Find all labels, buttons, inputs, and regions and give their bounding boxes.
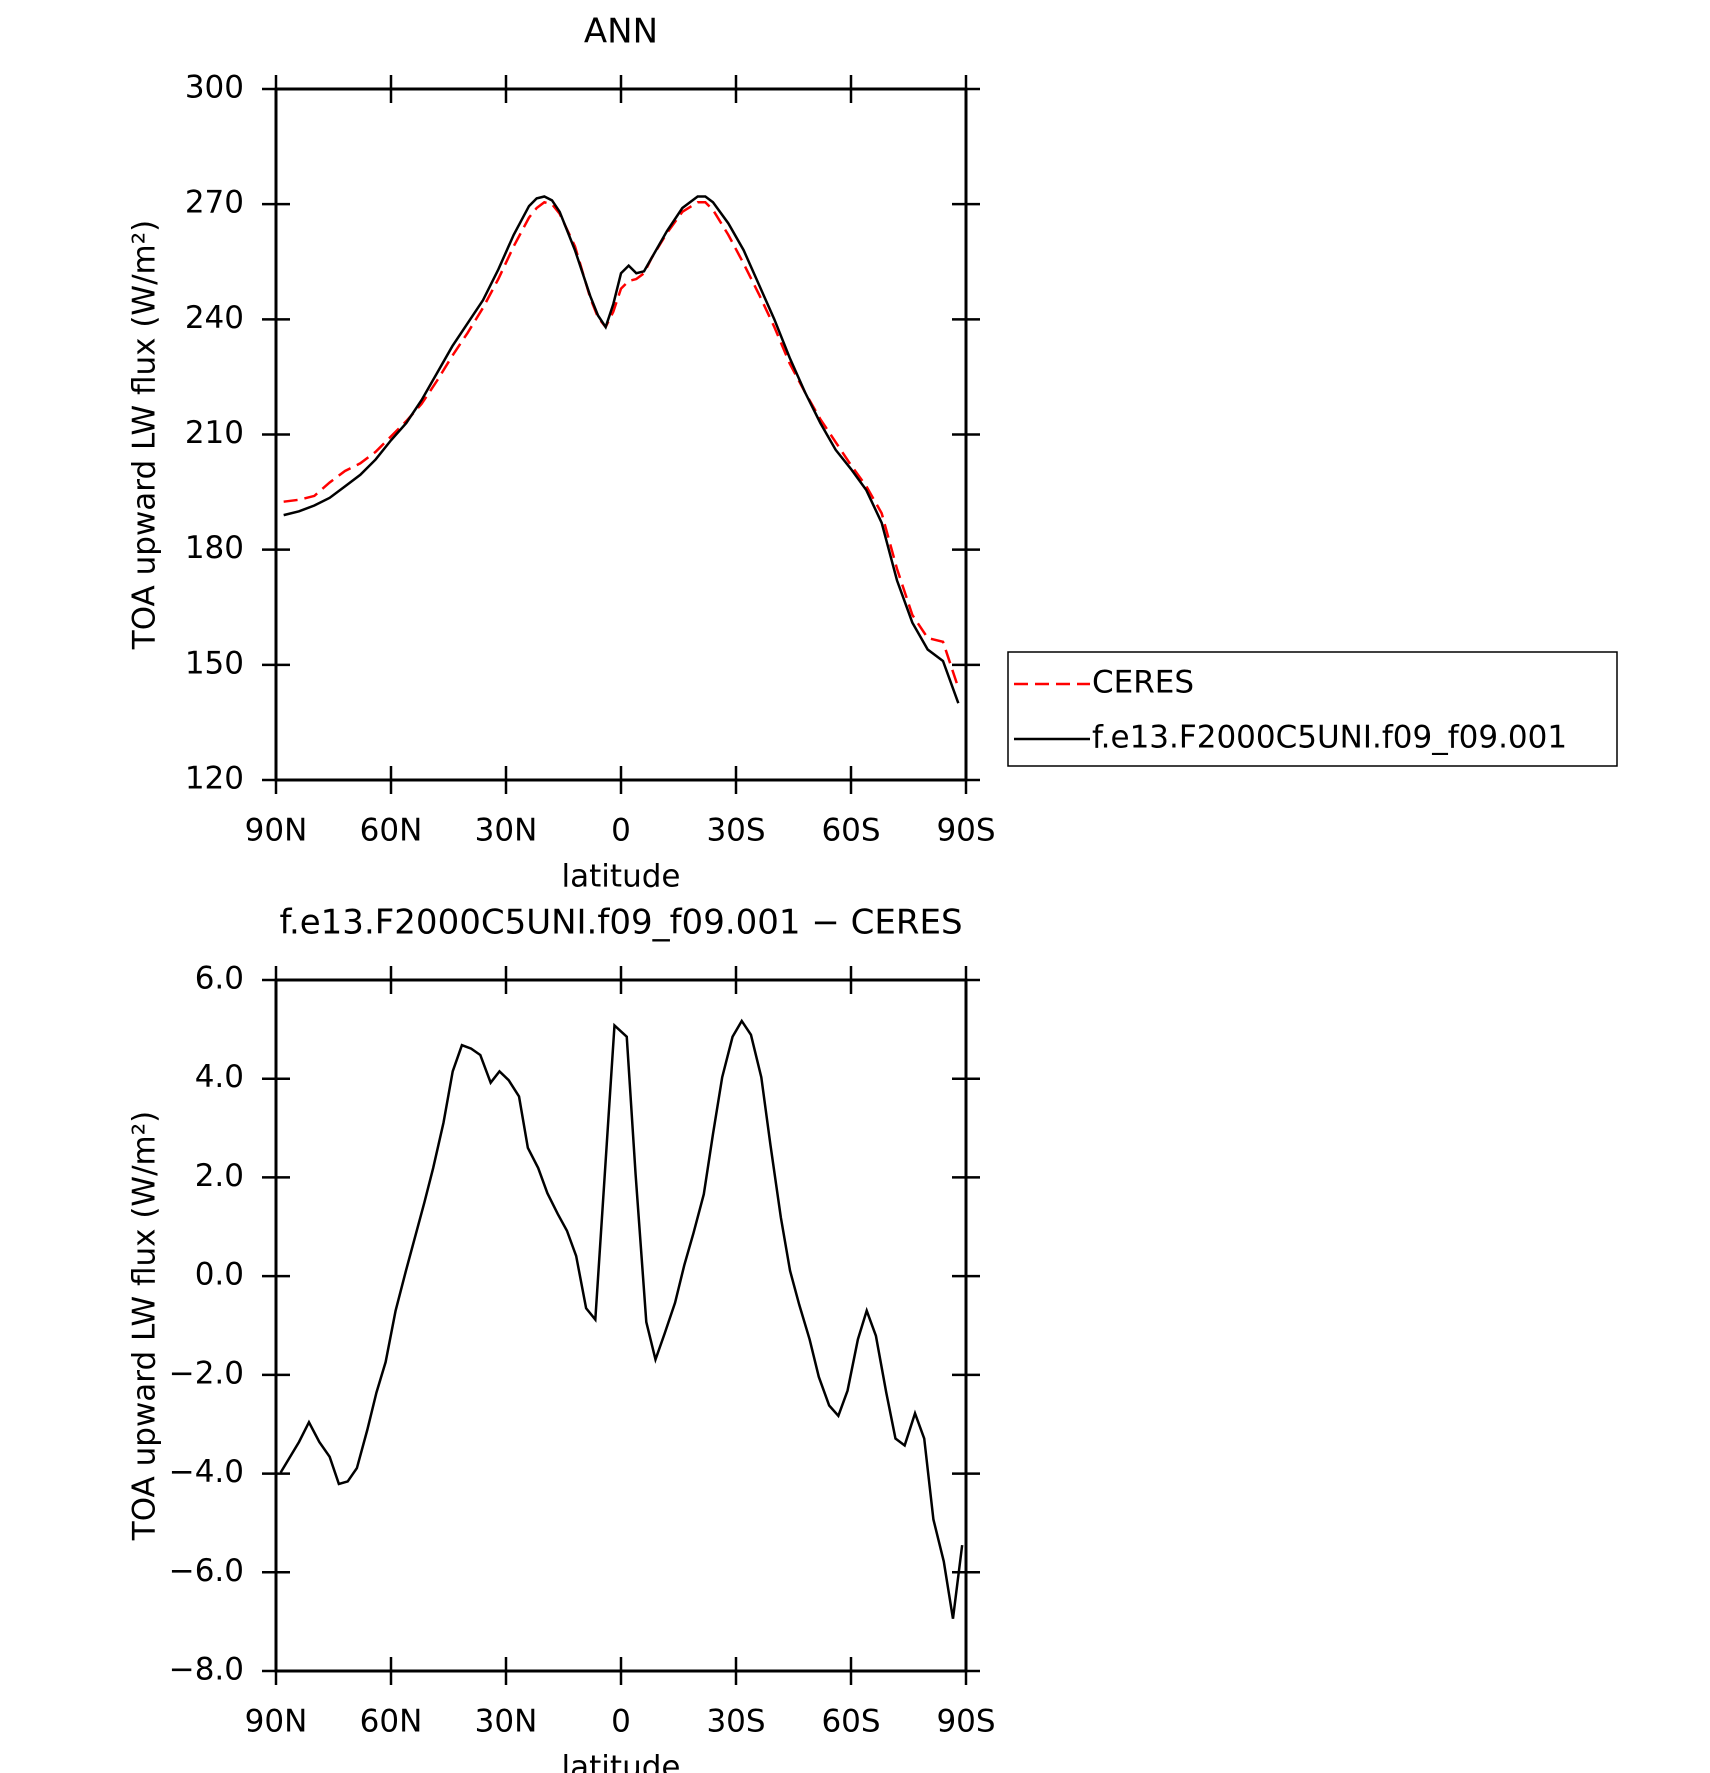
x-tick-label: 30S xyxy=(706,1704,765,1740)
x-tick-label: 30N xyxy=(475,813,538,849)
x-tick-label: 90N xyxy=(245,813,308,849)
y-tick-label: 0.0 xyxy=(195,1257,244,1293)
y-tick-label: 240 xyxy=(185,300,244,336)
x-tick-label: 60N xyxy=(360,813,423,849)
data-line xyxy=(283,195,960,704)
x-tick-label: 60S xyxy=(821,813,880,849)
y-tick-label: 2.0 xyxy=(195,1158,244,1194)
x-tick-label: 90S xyxy=(936,1704,995,1740)
data-line xyxy=(279,1018,964,1619)
y-tick-label: 150 xyxy=(185,645,244,681)
y-tick-label: −6.0 xyxy=(169,1553,244,1589)
y-axis-label: TOA upward LW flux (W/m²) xyxy=(127,220,163,650)
x-axis-label: latitude xyxy=(562,1750,681,1773)
x-tick-label: 0 xyxy=(611,813,631,849)
y-tick-label: 300 xyxy=(185,70,244,106)
x-tick-label: 30S xyxy=(706,813,765,849)
legend-box xyxy=(1007,651,1618,767)
y-tick-label: 180 xyxy=(185,530,244,566)
x-tick-label: 90N xyxy=(245,1704,308,1740)
y-tick-label: 270 xyxy=(185,185,244,221)
y-tick-label: 6.0 xyxy=(195,961,244,997)
y-tick-label: 210 xyxy=(185,415,244,451)
plot-frame xyxy=(274,87,968,782)
y-axis-label: TOA upward LW flux (W/m²) xyxy=(127,1111,163,1541)
legend-label: CERES xyxy=(1092,665,1194,701)
legend-label: f.e13.F2000C5UNI.f09_f09.001 xyxy=(1092,720,1567,756)
y-tick-label: −2.0 xyxy=(169,1355,244,1391)
y-tick-label: 4.0 xyxy=(195,1059,244,1095)
x-axis-label: latitude xyxy=(562,859,681,895)
x-tick-label: 0 xyxy=(611,1704,631,1740)
x-tick-label: 90S xyxy=(936,813,995,849)
y-tick-label: −4.0 xyxy=(169,1454,244,1490)
y-tick-label: −8.0 xyxy=(169,1652,244,1688)
chart-title: f.e13.F2000C5UNI.f09_f09.001 − CERES xyxy=(279,903,962,943)
chart-title: ANN xyxy=(584,12,658,52)
y-tick-label: 120 xyxy=(185,761,244,797)
x-tick-label: 60S xyxy=(821,1704,880,1740)
x-tick-label: 30N xyxy=(475,1704,538,1740)
x-tick-label: 60N xyxy=(360,1704,423,1740)
